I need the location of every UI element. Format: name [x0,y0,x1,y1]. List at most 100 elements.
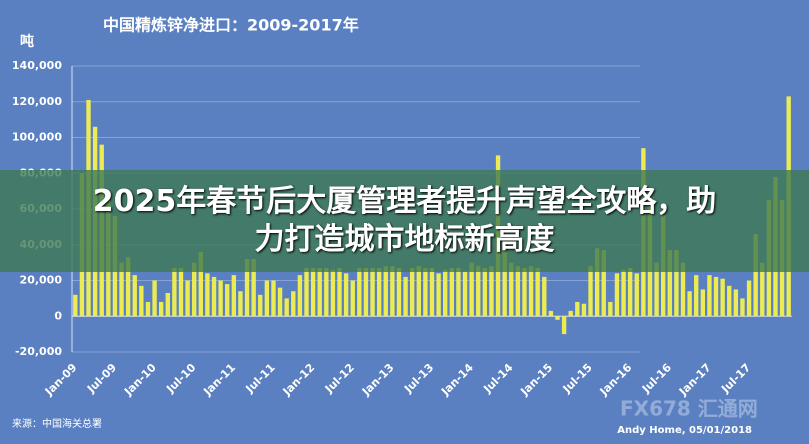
x-tick-label: Jan-12 [280,361,318,399]
bar [535,267,540,317]
bar [324,267,329,317]
bar [343,273,349,317]
bar [753,234,758,317]
y-tick-label: 120,000 [12,95,62,108]
bar [284,298,289,317]
x-tick-label: Jul-12 [322,361,357,396]
bar [357,267,362,317]
bar [581,303,587,317]
bar [423,267,428,317]
bar [429,267,435,317]
bar [251,259,256,317]
bar [760,262,765,317]
y-axis-label: 吨 [20,33,34,50]
bar [462,271,468,317]
source: 来源：中国海关总署 [12,417,102,430]
x-tick-label: Jul-17 [718,361,753,396]
banner-line: 力打造城市地标新高度 [254,222,555,257]
bar [330,269,336,317]
bar [667,250,672,317]
bar [145,301,151,317]
bar [132,275,137,317]
y-tick-label: -20,000 [15,345,62,358]
bar [317,267,322,317]
bar [231,275,237,317]
x-tick-label: Jul-14 [480,361,515,396]
bar [568,310,573,317]
x-tick-label: Jan-14 [438,361,476,399]
bar [627,267,633,317]
bar [594,248,600,317]
bar [502,250,507,317]
bar [383,266,388,317]
bar [528,266,534,317]
banner: 2025年春节后大厦管理者提升声望全攻略，助 力打造城市地标新高度 [0,170,809,272]
x-tick-label: Jan-16 [597,361,635,399]
bar [575,301,580,317]
bar [740,298,745,317]
bar [621,269,626,317]
bar [700,289,706,317]
bar [694,275,699,317]
bar [291,291,296,317]
bar [264,280,270,317]
bar [654,262,659,317]
bar [172,267,177,317]
bar [674,250,679,317]
bar [139,285,144,317]
bar [73,294,78,317]
bar [515,266,521,317]
x-tick-label: Jan-09 [42,361,80,399]
bar [304,267,309,317]
bar [601,250,606,317]
bar [218,280,223,317]
bar [370,267,375,317]
bar [608,301,613,317]
x-tick-label: Jan-10 [121,361,159,399]
bar [614,273,620,317]
bar [390,266,395,317]
bar [185,280,190,317]
bar [119,262,124,317]
x-tick-label: Jul-10 [163,361,198,396]
y-tick-label: 100,000 [12,131,62,144]
bar [165,293,170,317]
bar [746,280,752,317]
banner-line: 2025年春节后大厦管理者提升声望全攻略，助 [92,184,717,219]
x-tick-label: Jul-11 [243,361,278,396]
bar [476,266,481,317]
bar [687,291,692,317]
x-tick-label: Jul-16 [639,361,674,396]
bar [396,267,402,317]
bar [350,280,355,317]
bar [205,273,210,317]
x-tick-label: Jan-11 [200,361,238,399]
y-tick-label: 20,000 [20,274,63,287]
bar [310,267,316,317]
credit: Andy Home, 05/01/2018 [617,425,752,436]
bar [271,280,276,317]
bar [509,262,514,317]
bar [436,273,441,317]
x-tick-label: Jul-15 [560,361,595,396]
bar [258,294,263,317]
bar [588,266,593,317]
bar [178,267,184,317]
bar [680,262,686,317]
bar [720,278,725,317]
bar [376,267,382,317]
bar [561,316,567,335]
bar [469,262,474,317]
bar [337,267,342,317]
bar [152,280,157,317]
bar [449,267,454,317]
bar [522,267,527,317]
x-tick-label: Jul-09 [84,361,119,396]
bar [443,269,448,317]
bar [634,273,639,317]
bar [125,257,131,317]
bar [456,267,461,317]
bar [416,266,421,317]
bar [489,266,494,317]
